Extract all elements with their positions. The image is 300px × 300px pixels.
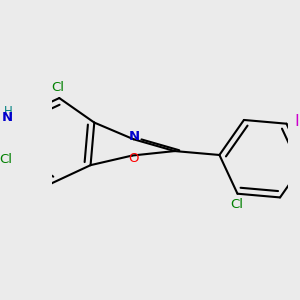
Text: Cl: Cl (230, 198, 243, 211)
Text: Cl: Cl (52, 81, 65, 94)
Text: H: H (4, 105, 13, 118)
Text: Cl: Cl (0, 153, 13, 166)
Text: N: N (2, 111, 13, 124)
Text: I: I (295, 114, 300, 129)
Text: O: O (128, 152, 139, 165)
Text: N: N (129, 130, 140, 143)
